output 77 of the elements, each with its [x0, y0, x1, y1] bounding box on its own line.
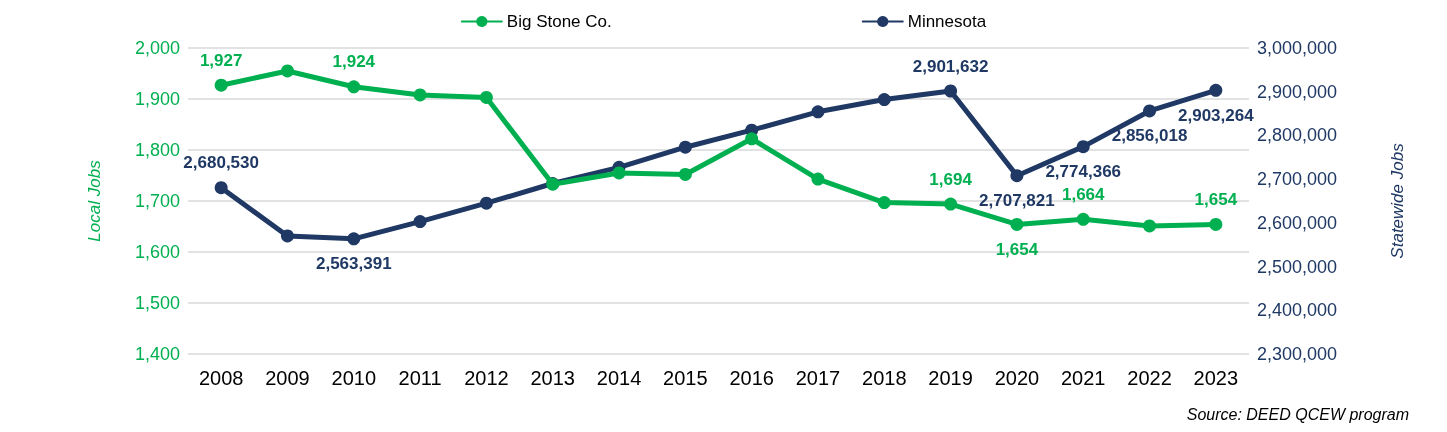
point: [479, 90, 493, 104]
point: [413, 88, 427, 102]
y2-tick-label: 2,300,000: [1257, 344, 1338, 364]
point: [347, 80, 361, 94]
point: [678, 167, 692, 181]
x-tick-label: 2018: [862, 367, 907, 389]
point: [877, 196, 891, 210]
y2-tick-label: 3,000,000: [1257, 38, 1338, 58]
point: [280, 64, 294, 78]
y-tick-label: 1,400: [134, 344, 180, 364]
data-label: 2,774,366: [1045, 162, 1122, 182]
data-label: 1,927: [199, 50, 243, 70]
point: [944, 197, 958, 211]
source-note: Source: DEED QCEW program: [1186, 405, 1409, 423]
y2-tick-label: 2,600,000: [1257, 212, 1338, 233]
x-tick-label: 2009: [265, 367, 310, 389]
y-tick-label: 1,700: [134, 191, 180, 211]
point: [1076, 212, 1090, 226]
y-tick-label: 1,900: [134, 89, 180, 109]
y-tick-label: 1,800: [134, 140, 180, 160]
y2-tick-label: 2,900,000: [1257, 81, 1338, 102]
point: [678, 140, 692, 154]
data-label: 1,654: [1194, 189, 1238, 209]
point: [1143, 104, 1157, 118]
point: [877, 93, 891, 107]
point: [1143, 219, 1157, 233]
x-tick-label: 2021: [1060, 367, 1106, 389]
data-label: 2,903,264: [1178, 105, 1255, 125]
y2-tick-label: 2,800,000: [1257, 125, 1338, 146]
data-label: 1,654: [995, 239, 1039, 259]
y2-tick-label: 2,500,000: [1257, 256, 1338, 277]
data-label: 1,694: [929, 169, 973, 189]
x-tick-label: 2012: [464, 367, 509, 389]
x-tick-label: 2023: [1193, 367, 1239, 389]
y-tick-label: 1,600: [134, 242, 180, 262]
data-label: 2,563,391: [315, 254, 392, 274]
point: [811, 105, 825, 119]
point: [944, 84, 958, 98]
point: [612, 166, 626, 180]
x-tick-label: 2022: [1127, 367, 1172, 389]
point: [1010, 217, 1024, 231]
x-tick-label: 2015: [663, 367, 708, 389]
point: [1209, 83, 1223, 97]
y-tick-label: 2,000: [134, 38, 180, 58]
x-tick-label: 2020: [994, 367, 1040, 389]
point: [811, 172, 825, 186]
x-tick-label: 2014: [596, 367, 642, 389]
data-label: 2,680,530: [183, 153, 259, 173]
point: [214, 78, 228, 92]
data-label: 2,707,821: [979, 191, 1055, 211]
x-tick-label: 2017: [795, 367, 841, 389]
data-label: 2,901,632: [912, 56, 989, 76]
point: [1209, 217, 1223, 231]
x-tick-label: 2016: [729, 367, 774, 389]
x-tick-label: 2010: [331, 367, 377, 389]
point: [214, 181, 228, 195]
y-tick-label: 1,500: [134, 293, 180, 313]
point: [347, 232, 361, 246]
data-label: 1,664: [1061, 184, 1106, 204]
point: [1076, 140, 1090, 154]
point: [413, 215, 427, 229]
data-label: 1,924: [332, 52, 376, 72]
y2-tick-label: 2,700,000: [1257, 169, 1338, 190]
x-tick-label: 2013: [530, 367, 575, 389]
y-axis-title: Local Jobs: [85, 159, 104, 242]
x-tick-label: 2011: [398, 367, 442, 389]
x-tick-label: 2019: [928, 367, 973, 389]
point: [479, 196, 493, 210]
data-label: 2,856,018: [1111, 126, 1188, 146]
y2-tick-label: 2,400,000: [1257, 300, 1338, 321]
point: [745, 132, 759, 146]
y2-axis-title: Statewide Jobs: [1388, 142, 1407, 259]
x-tick-label: 2008: [198, 367, 244, 389]
point: [280, 229, 294, 243]
legend-label: Big Stone Co.: [506, 12, 612, 31]
point: [1010, 169, 1024, 183]
legend-label: Minnesota: [907, 12, 987, 31]
